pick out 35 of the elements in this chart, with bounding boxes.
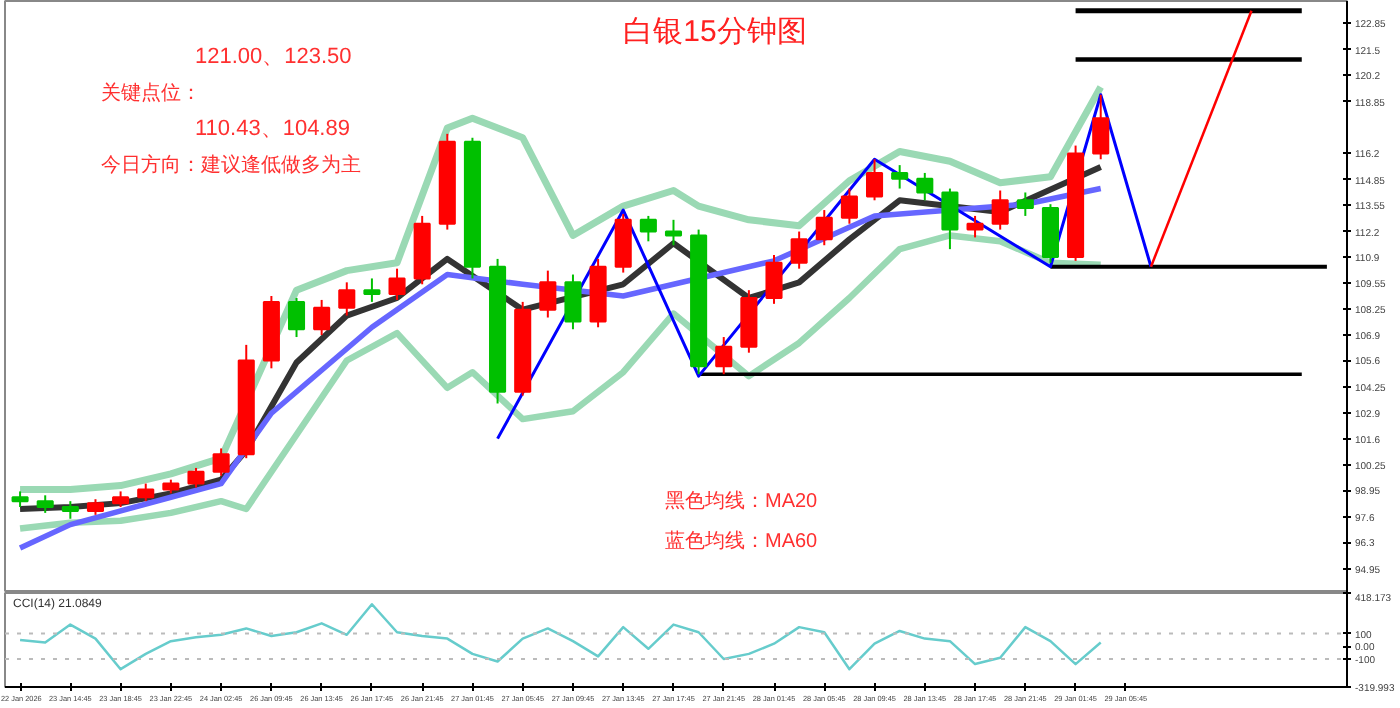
candlestick: [866, 158, 884, 202]
candlestick: [614, 212, 632, 274]
candlestick: [287, 296, 306, 339]
candlestick: [313, 298, 331, 337]
line-series: [16, 232, 1104, 532]
candlestick: [338, 281, 356, 317]
candlestick: [840, 187, 858, 225]
candlestick: [941, 187, 959, 251]
annotation: 蓝色均线：MA60: [665, 529, 819, 553]
candlestick: [991, 189, 1009, 231]
candlestick: [1092, 93, 1110, 161]
candlestick: [639, 214, 657, 243]
text: 白银15分钟图: [623, 15, 807, 49]
annotation: 黑色均线：MA20: [665, 489, 819, 513]
candlestick: [765, 253, 783, 305]
line-series: [496, 93, 1153, 441]
candlestick: [815, 209, 833, 247]
candlestick: [966, 214, 984, 239]
candlestick: [539, 269, 557, 319]
line-series: [17, 185, 1104, 551]
candlestick: [564, 273, 582, 331]
candlestick: [891, 164, 909, 190]
candlestick: [715, 336, 733, 376]
candlestick: [916, 171, 934, 202]
annotation: 121.00、123.50: [195, 45, 352, 69]
candlestick: [1016, 191, 1034, 217]
line-series: [16, 83, 1105, 493]
candlestick: [388, 267, 406, 301]
candlestick: [212, 447, 230, 477]
annotation: 今日方向：建议逢低做多为主: [101, 153, 361, 177]
annotation: 关键点位：: [101, 81, 201, 105]
candlestick: [790, 230, 808, 270]
candlestick: [363, 277, 381, 303]
annotation: 110.43、104.89: [195, 117, 350, 141]
candlestick: [187, 466, 205, 489]
